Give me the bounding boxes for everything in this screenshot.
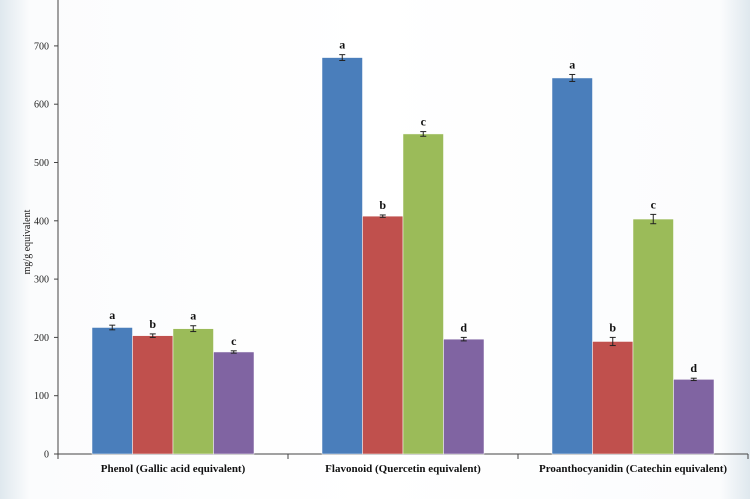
- y-tick-label: 400: [34, 216, 49, 227]
- x-axis-categories: Phenol (Gallic acid equivalent) Flavonoid…: [57, 454, 749, 475]
- category-label: Proanthocyanidin (Catechin equivalent): [539, 463, 727, 475]
- significance-letter: a: [569, 57, 575, 71]
- y-axis-ticks: 0 100 200 300 400 500 600 700: [34, 41, 58, 461]
- bar: [213, 351, 255, 455]
- significance-letter: b: [379, 198, 386, 212]
- significance-letter: d: [460, 320, 467, 334]
- y-tick-label: 0: [44, 450, 49, 461]
- bar: [443, 338, 485, 455]
- y-tick-label: 500: [34, 158, 49, 169]
- bar: [132, 335, 174, 455]
- significance-letter: a: [109, 308, 115, 322]
- significance-letter: c: [231, 334, 237, 348]
- bar: [362, 215, 404, 455]
- bar: [551, 77, 593, 455]
- bar: [172, 328, 214, 455]
- bar: [632, 218, 674, 455]
- y-axis-label: mg/g equivalent: [22, 209, 33, 274]
- bar: [91, 327, 133, 455]
- category-label: Flavonoid (Quercetin equivalent): [325, 463, 481, 475]
- significance-letter: c: [651, 197, 657, 211]
- significance-letter: d: [690, 361, 697, 375]
- significance-letter: a: [190, 309, 196, 323]
- significance-letter: c: [421, 115, 427, 129]
- y-tick-label: 300: [34, 275, 49, 286]
- bar: [592, 341, 634, 455]
- y-tick-label: 700: [34, 41, 49, 52]
- significance-letter: b: [149, 317, 156, 331]
- category-label: Phenol (Gallic acid equivalent): [101, 463, 246, 475]
- bar: [673, 379, 715, 455]
- significance-letter: a: [339, 38, 345, 52]
- y-tick-label: 100: [34, 391, 49, 402]
- significance-letter: b: [609, 320, 616, 334]
- bar: [402, 133, 444, 455]
- y-tick-label: 200: [34, 333, 49, 344]
- bars: a b a c a b c d a b c d: [91, 38, 715, 455]
- y-tick-label: 600: [34, 100, 49, 111]
- bar: [321, 57, 363, 455]
